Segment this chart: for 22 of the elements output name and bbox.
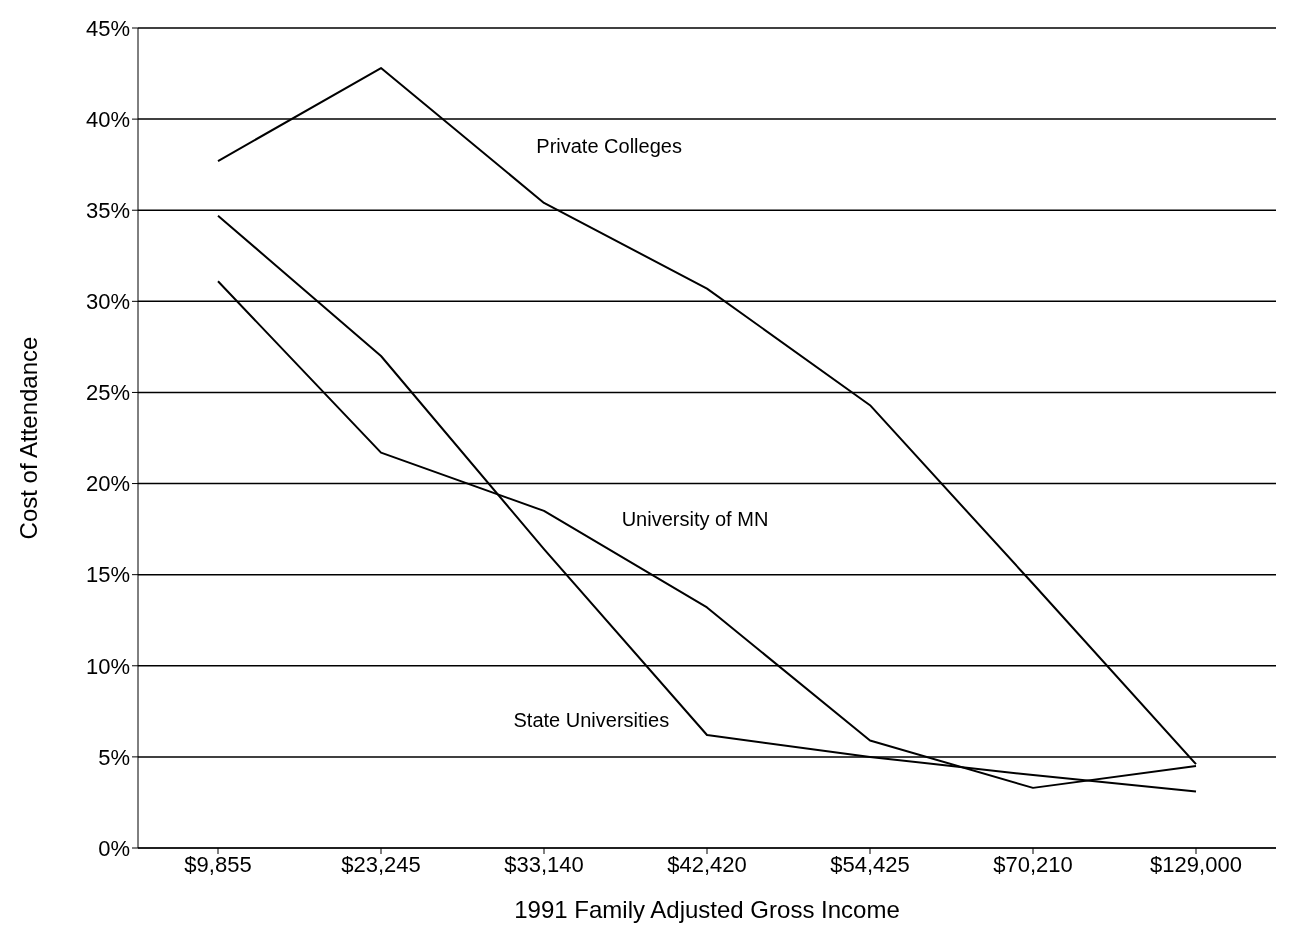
series-label: State Universities <box>513 708 670 732</box>
x-tick-label: $42,420 <box>667 851 747 877</box>
y-tick-label: 45% <box>85 15 130 41</box>
x-tick-label: $70,210 <box>993 851 1073 877</box>
x-tick-label: $9,855 <box>184 851 252 877</box>
x-tick-label: $54,425 <box>830 851 910 877</box>
x-tick-label: $23,245 <box>341 851 421 877</box>
x-axis-title: 1991 Family Adjusted Gross Income <box>514 896 900 923</box>
x-tick-label: $33,140 <box>504 851 584 877</box>
y-tick-label: 20% <box>85 471 130 497</box>
y-tick-label: 0% <box>98 835 130 861</box>
series-label: University of MN <box>621 507 769 531</box>
series-label: Private Colleges <box>536 134 682 158</box>
y-tick-label: 35% <box>85 198 130 224</box>
y-tick-label: 25% <box>85 380 130 406</box>
y-tick-label: 10% <box>85 653 130 679</box>
x-tick-label: $129,000 <box>1150 851 1242 877</box>
y-tick-label: 15% <box>85 562 130 588</box>
y-tick-label: 30% <box>85 289 130 315</box>
y-tick-label: 5% <box>98 744 130 770</box>
y-tick-label: 40% <box>85 106 130 132</box>
y-axis-title: Cost of Attendance <box>14 336 42 540</box>
